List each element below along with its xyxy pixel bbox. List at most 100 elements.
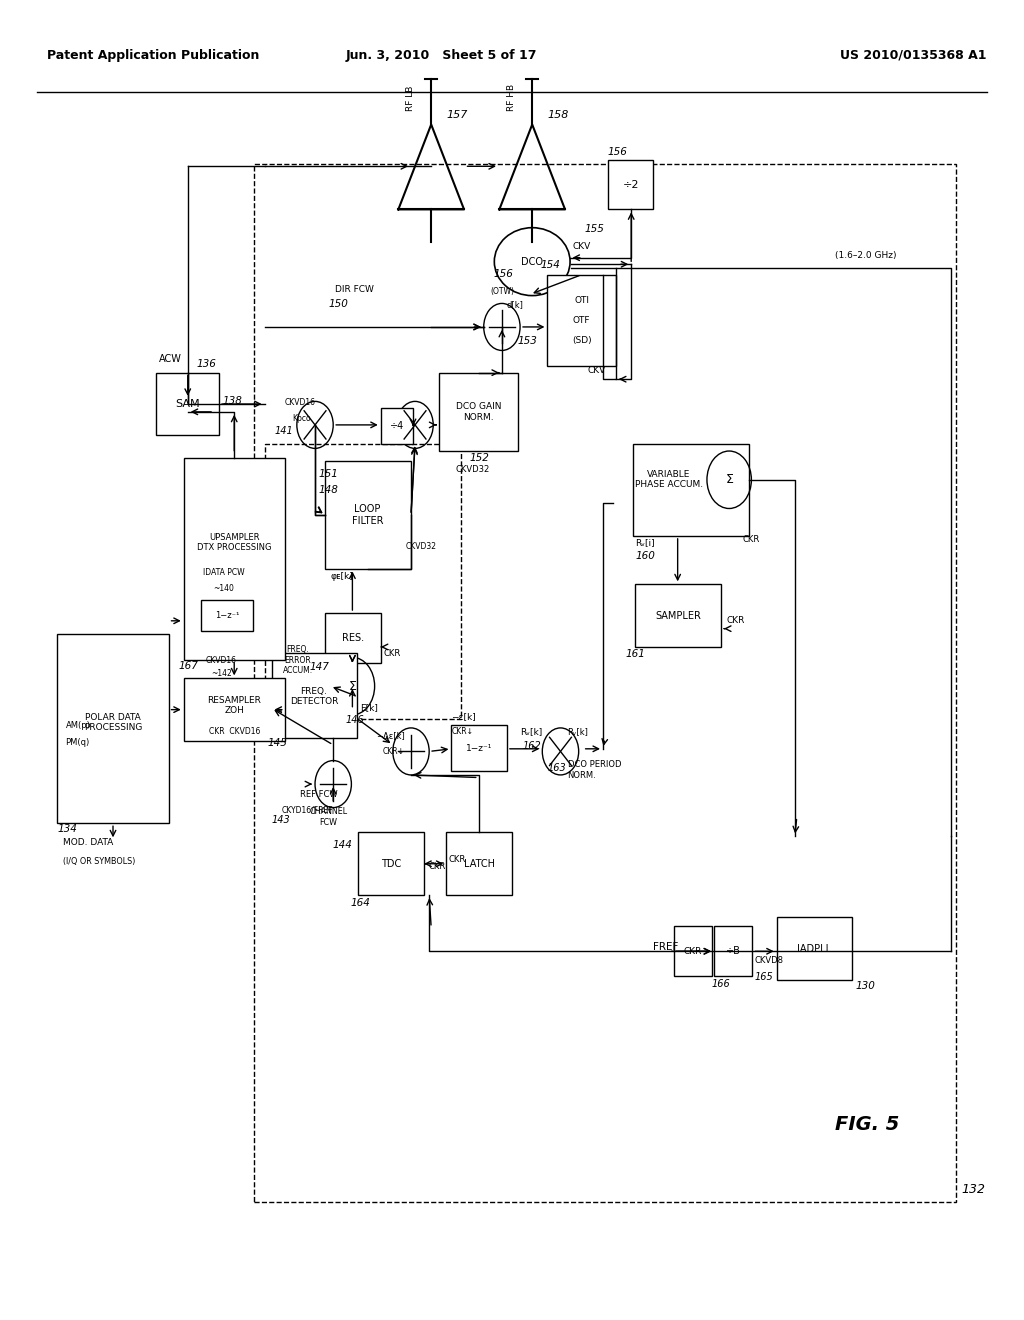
Text: Rᵥ[k]: Rᵥ[k] (567, 727, 589, 737)
Text: 154: 154 (541, 260, 560, 271)
Text: ÷B: ÷B (726, 946, 740, 956)
FancyBboxPatch shape (633, 445, 750, 536)
Text: $\Sigma$: $\Sigma$ (725, 474, 734, 486)
Text: (OTW): (OTW) (489, 288, 514, 296)
Text: RES.: RES. (342, 632, 364, 643)
Text: 148: 148 (318, 484, 338, 495)
Text: 164: 164 (350, 898, 371, 908)
Text: 163: 163 (548, 763, 566, 774)
FancyBboxPatch shape (674, 927, 712, 975)
Text: 136: 136 (197, 359, 217, 370)
Text: 132: 132 (962, 1183, 985, 1196)
Text: 156: 156 (494, 269, 514, 280)
Text: SAMPLER: SAMPLER (655, 611, 701, 620)
Text: 158: 158 (548, 110, 568, 120)
Text: CKR  CKVD16: CKR CKVD16 (209, 727, 260, 737)
Text: ÷2: ÷2 (623, 180, 639, 190)
FancyBboxPatch shape (358, 833, 424, 895)
Text: DCO GAIN
NORM.: DCO GAIN NORM. (456, 403, 502, 421)
Text: CKR: CKR (726, 616, 744, 626)
Text: 144: 144 (332, 840, 352, 850)
Text: POLAR DATA
PROCESSING: POLAR DATA PROCESSING (84, 713, 142, 733)
Text: d[k]: d[k] (507, 301, 524, 309)
Text: 153: 153 (517, 335, 537, 346)
Text: Jun. 3, 2010   Sheet 5 of 17: Jun. 3, 2010 Sheet 5 of 17 (345, 49, 537, 62)
Text: 165: 165 (755, 972, 773, 982)
Text: 156: 156 (608, 147, 628, 157)
Text: CKR: CKR (428, 862, 445, 871)
Text: REF FCW: REF FCW (300, 791, 338, 799)
Text: US 2010/0135368 A1: US 2010/0135368 A1 (841, 49, 987, 62)
FancyBboxPatch shape (439, 372, 518, 451)
FancyBboxPatch shape (446, 833, 512, 895)
Text: ACW: ACW (159, 354, 181, 364)
Text: 134: 134 (57, 825, 78, 834)
Text: φᴇ[k]: φᴇ[k] (330, 572, 353, 581)
Text: 138: 138 (222, 396, 242, 407)
Text: TDC: TDC (381, 859, 401, 869)
Text: 146: 146 (345, 714, 365, 725)
Text: OTI: OTI (574, 296, 589, 305)
Text: 145: 145 (267, 738, 288, 748)
Text: 155: 155 (585, 223, 604, 234)
Text: RF HB: RF HB (507, 84, 516, 111)
Text: 143: 143 (271, 816, 291, 825)
Text: ÷4: ÷4 (390, 421, 404, 432)
FancyBboxPatch shape (381, 408, 413, 445)
Text: CKV: CKV (572, 242, 591, 251)
Text: 1−z⁻¹: 1−z⁻¹ (466, 743, 493, 752)
FancyBboxPatch shape (326, 612, 381, 663)
Text: CKV: CKV (588, 366, 606, 375)
Text: $\Sigma$: $\Sigma$ (348, 680, 357, 693)
Text: CKR: CKR (384, 649, 401, 659)
Text: 1−z⁻¹: 1−z⁻¹ (215, 611, 240, 620)
Text: DIR FCW: DIR FCW (335, 285, 374, 293)
Text: OTF: OTF (573, 315, 591, 325)
Text: 167: 167 (178, 661, 199, 671)
FancyBboxPatch shape (548, 275, 616, 366)
Text: 150: 150 (328, 300, 348, 309)
Text: 160: 160 (635, 552, 655, 561)
Text: CKVD16: CKVD16 (206, 656, 237, 664)
Text: CKVD32: CKVD32 (406, 543, 437, 550)
Text: −Δε[k]: −Δε[k] (376, 731, 404, 741)
Text: LATCH: LATCH (464, 859, 495, 869)
Text: FREQ.
DETECTOR: FREQ. DETECTOR (290, 686, 338, 706)
Text: Rᵥ[i]: Rᵥ[i] (635, 539, 655, 546)
FancyBboxPatch shape (271, 653, 357, 738)
Text: 141: 141 (274, 426, 293, 436)
Text: 166: 166 (712, 978, 731, 989)
Text: CKYD16/FREF: CKYD16/FREF (282, 805, 334, 814)
FancyBboxPatch shape (183, 458, 285, 660)
FancyBboxPatch shape (635, 585, 721, 647)
Text: LOOP
FILTER: LOOP FILTER (352, 504, 383, 525)
Text: MOD. DATA: MOD. DATA (62, 838, 113, 847)
Text: AM(p): AM(p) (66, 721, 90, 730)
Text: IADPLL: IADPLL (798, 944, 831, 953)
Text: CKVD32: CKVD32 (456, 465, 489, 474)
Text: Rᵥ[k]: Rᵥ[k] (520, 727, 543, 737)
Text: ~140: ~140 (214, 583, 234, 593)
FancyBboxPatch shape (714, 927, 753, 975)
Text: PM(q): PM(q) (66, 738, 90, 747)
FancyBboxPatch shape (57, 634, 169, 824)
Text: 147: 147 (310, 663, 330, 672)
Text: 157: 157 (446, 110, 468, 120)
Text: RF LB: RF LB (406, 86, 415, 111)
Text: CKVD16: CKVD16 (285, 399, 315, 408)
Text: 130: 130 (855, 981, 876, 991)
Text: FREF: FREF (653, 942, 679, 952)
Text: RESAMPLER
ZOH: RESAMPLER ZOH (207, 696, 261, 715)
Text: CKR: CKR (742, 536, 760, 544)
Text: 161: 161 (625, 649, 645, 660)
Text: E[k]: E[k] (360, 702, 378, 711)
Text: Patent Application Publication: Patent Application Publication (47, 49, 260, 62)
Text: 151: 151 (318, 469, 338, 479)
FancyBboxPatch shape (201, 599, 253, 631)
Text: −ε[k]: −ε[k] (452, 711, 476, 721)
Text: CKR: CKR (449, 855, 466, 865)
Text: 152: 152 (470, 454, 489, 463)
Text: (SD): (SD) (571, 335, 592, 345)
Text: CKVD8: CKVD8 (755, 956, 783, 965)
Text: (1.6–2.0 GHz): (1.6–2.0 GHz) (836, 251, 897, 260)
